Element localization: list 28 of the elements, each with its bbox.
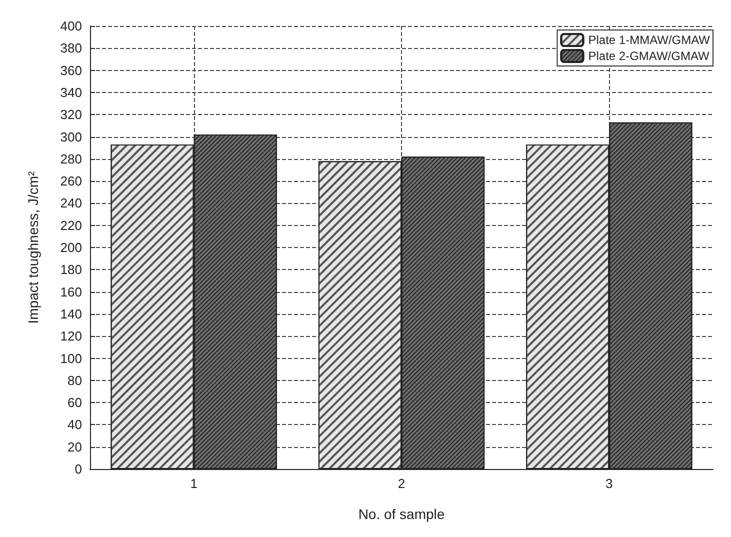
y-tick-label: 120 (60, 328, 82, 344)
y-tick-label: 80 (68, 372, 82, 388)
y-tick-label: 340 (60, 84, 82, 100)
y-axis-title: Impact toughness, J/cm² (25, 170, 41, 324)
y-tick-label: 220 (60, 218, 82, 233)
y-tick-label: 300 (60, 129, 82, 144)
legend-label: Plate 2-GMAW/GMAW (588, 49, 710, 63)
y-tick-label: 240 (60, 196, 82, 211)
y-tick-label: 380 (60, 40, 82, 56)
y-tick-label: 200 (60, 240, 82, 255)
y-tick-label: 260 (60, 174, 82, 189)
y-tick-label: 360 (60, 62, 82, 78)
y-tick-label: 180 (60, 262, 82, 278)
y-tick-label: 280 (60, 151, 82, 166)
y-tick-label: 160 (60, 284, 82, 300)
x-tick-label: 3 (606, 476, 613, 491)
x-tick-label: 1 (190, 476, 198, 491)
y-tick-label: 400 (60, 18, 82, 34)
y-tick-label: 60 (68, 395, 82, 410)
x-tick-label: 2 (398, 476, 406, 491)
y-tick-label: 140 (60, 306, 82, 322)
y-tick-label: 320 (60, 107, 82, 122)
y-tick-label: 0 (74, 462, 82, 476)
y-tick-label: 20 (68, 439, 82, 454)
y-tick-label: 100 (60, 350, 82, 366)
y-tick-label: 40 (68, 417, 82, 432)
x-axis-title: No. of sample (358, 506, 445, 522)
legend-label: Plate 1-MMAW/GMAW (588, 33, 711, 47)
